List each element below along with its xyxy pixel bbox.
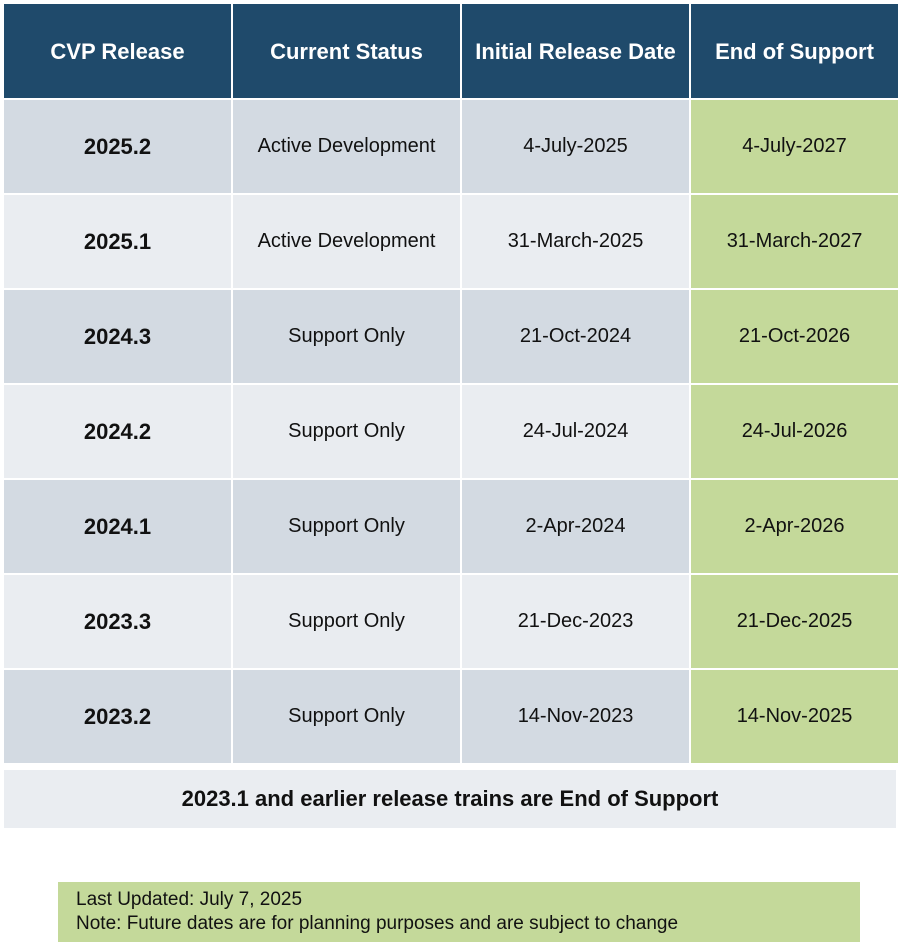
status-cell: Support Only xyxy=(233,575,460,668)
update-notice: Last Updated: July 7, 2025 Note: Future … xyxy=(58,882,860,942)
last-updated-text: Last Updated: July 7, 2025 xyxy=(76,889,303,910)
end-of-support-cell: 2-Apr-2026 xyxy=(691,480,898,573)
release-cell: 2023.3 xyxy=(4,575,231,668)
initial-release-cell: 4-July-2025 xyxy=(462,100,689,193)
header-current-status: Current Status xyxy=(233,4,460,98)
initial-release-cell: 31-March-2025 xyxy=(462,195,689,288)
release-cell: 2024.3 xyxy=(4,290,231,383)
end-of-support-cell: 21-Dec-2025 xyxy=(691,575,898,668)
end-of-support-cell: 4-July-2027 xyxy=(691,100,898,193)
planning-note-text: Note: Future dates are for planning purp… xyxy=(76,913,679,934)
end-of-support-footer: 2023.1 and earlier release trains are En… xyxy=(4,770,896,828)
release-cell: 2023.2 xyxy=(4,670,231,763)
release-support-table: CVP Release Current Status Initial Relea… xyxy=(4,4,898,763)
initial-release-cell: 21-Dec-2023 xyxy=(462,575,689,668)
end-of-support-cell: 31-March-2027 xyxy=(691,195,898,288)
initial-release-cell: 14-Nov-2023 xyxy=(462,670,689,763)
end-of-support-cell: 21-Oct-2026 xyxy=(691,290,898,383)
release-cell: 2025.2 xyxy=(4,100,231,193)
status-cell: Support Only xyxy=(233,290,460,383)
status-cell: Support Only xyxy=(233,480,460,573)
release-cell: 2025.1 xyxy=(4,195,231,288)
initial-release-cell: 2-Apr-2024 xyxy=(462,480,689,573)
release-cell: 2024.2 xyxy=(4,385,231,478)
end-of-support-cell: 14-Nov-2025 xyxy=(691,670,898,763)
header-end-of-support: End of Support xyxy=(691,4,898,98)
status-cell: Active Development xyxy=(233,100,460,193)
status-cell: Active Development xyxy=(233,195,460,288)
header-cvp-release: CVP Release xyxy=(4,4,231,98)
release-cell: 2024.1 xyxy=(4,480,231,573)
status-cell: Support Only xyxy=(233,385,460,478)
end-of-support-cell: 24-Jul-2026 xyxy=(691,385,898,478)
header-initial-release-date: Initial Release Date xyxy=(462,4,689,98)
initial-release-cell: 21-Oct-2024 xyxy=(462,290,689,383)
status-cell: Support Only xyxy=(233,670,460,763)
initial-release-cell: 24-Jul-2024 xyxy=(462,385,689,478)
